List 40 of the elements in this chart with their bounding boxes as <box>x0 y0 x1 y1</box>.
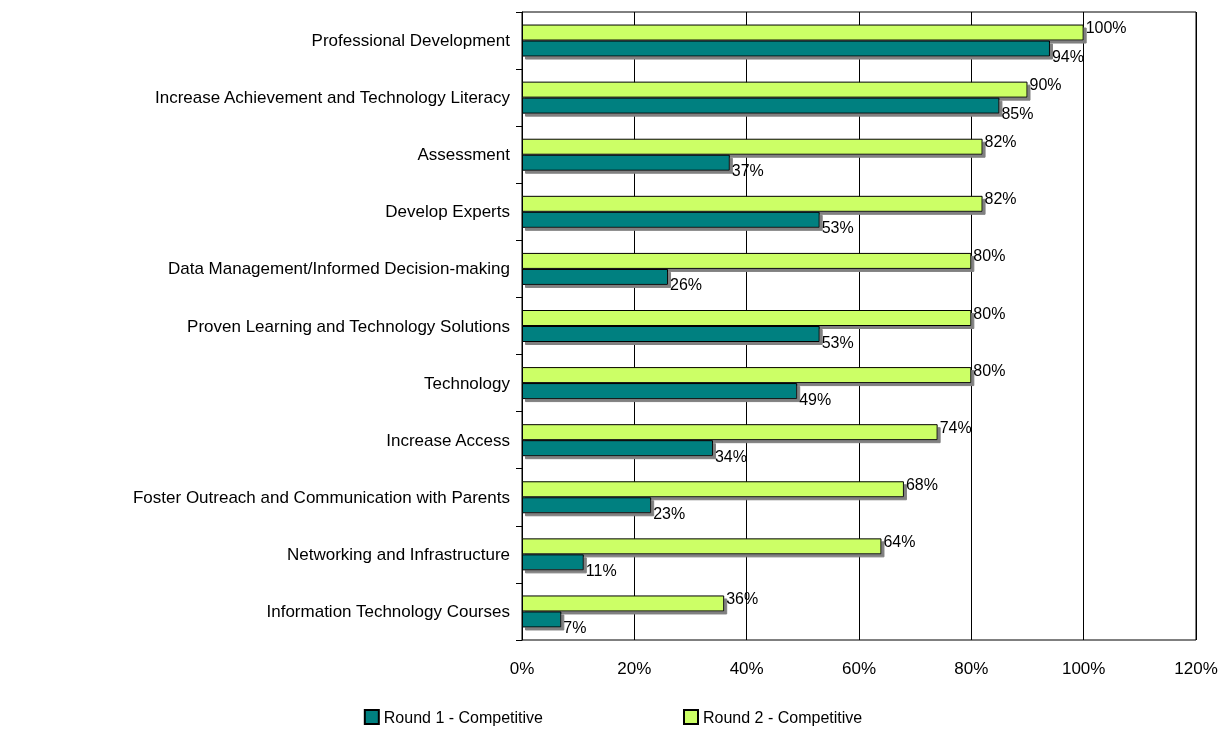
data-label: 94% <box>1051 48 1084 66</box>
x-tick-label: 20% <box>617 659 652 678</box>
data-label: 90% <box>1029 76 1062 94</box>
data-label: 64% <box>883 532 916 550</box>
data-label: 68% <box>905 475 938 493</box>
data-label: 80% <box>973 304 1006 322</box>
legend-label: Round 1 - Competitive <box>383 708 544 726</box>
x-tick-label: 120% <box>1174 659 1218 678</box>
legend-label: Round 2 - Competitive <box>703 708 863 726</box>
data-label: 82% <box>984 190 1017 208</box>
y-tick-label: Proven Learning and Technology Solutions <box>187 316 510 336</box>
data-label: 80% <box>973 361 1006 379</box>
data-label: 85% <box>1001 105 1034 123</box>
y-tick-label: Increase Achievement and Technology Literacy <box>154 88 511 108</box>
y-tick-label: Foster Outreach and Communication with Parents <box>132 487 510 507</box>
y-tick-label: Assessment <box>417 145 511 165</box>
data-label: 34% <box>714 447 747 465</box>
x-tick-label: 100% <box>1061 659 1106 678</box>
y-tick-label: Data Management/Informed Decision-making <box>167 259 510 279</box>
x-tick-label: 0% <box>509 659 535 678</box>
y-tick-label: Develop Experts <box>385 202 510 222</box>
x-tick-label: 60% <box>841 659 877 678</box>
data-label: 100% <box>1085 19 1127 37</box>
data-label: 7% <box>563 618 587 636</box>
y-tick-label: Information Technology Courses <box>266 601 510 621</box>
y-tick-label: Professional Development <box>311 31 511 51</box>
y-tick-label: Networking and Infrastructure <box>287 544 510 564</box>
y-tick-label: Increase Access <box>386 430 510 450</box>
data-label: 74% <box>939 418 972 436</box>
data-label: 49% <box>799 390 832 408</box>
data-label: 82% <box>984 133 1017 151</box>
data-label: 80% <box>973 247 1006 265</box>
x-tick-label: 80% <box>954 659 989 678</box>
x-tick-label: 40% <box>729 659 764 678</box>
data-label: 11% <box>585 561 617 579</box>
data-label: 53% <box>821 219 854 237</box>
data-label: 53% <box>821 333 854 351</box>
data-label: 26% <box>670 276 703 294</box>
data-label: 23% <box>653 504 686 522</box>
y-tick-label: Technology <box>423 373 511 393</box>
